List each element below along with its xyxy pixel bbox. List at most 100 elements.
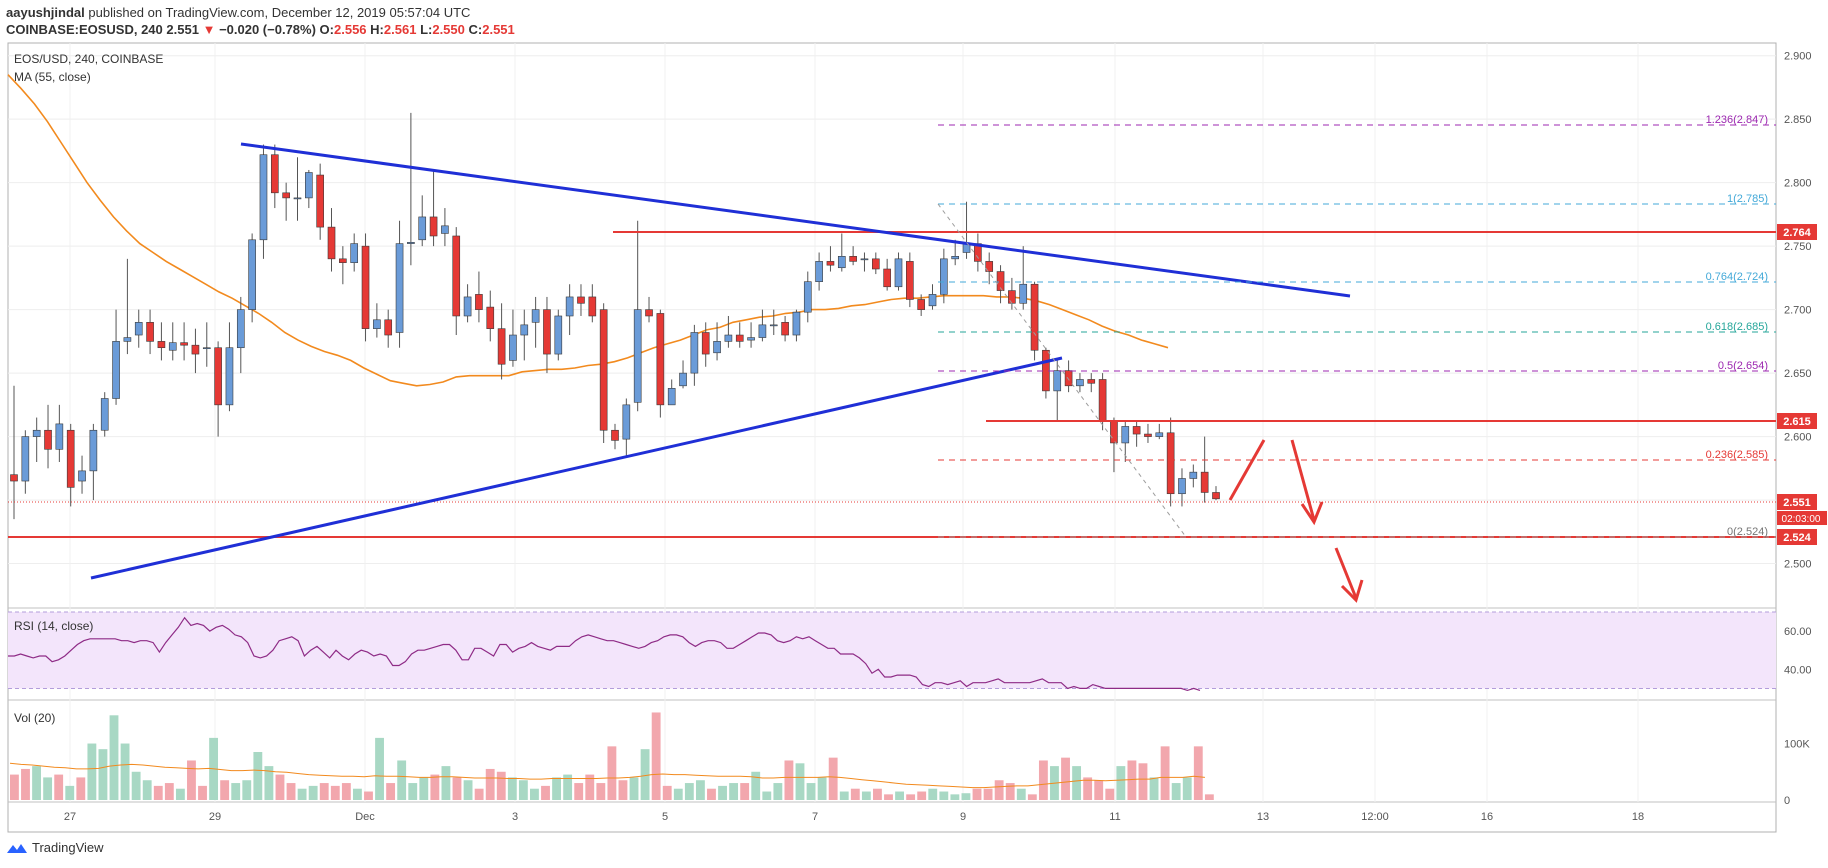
volume-bar-down (1061, 757, 1070, 800)
volume-bar-up (695, 780, 705, 800)
time-tick-label: 16 (1481, 811, 1493, 823)
candle-down (327, 226, 336, 260)
candle-up (134, 322, 143, 336)
candle-up (769, 324, 778, 327)
time-tick-label: Dec (355, 811, 375, 823)
open-value: 2.556 (334, 22, 367, 37)
bullish-trend-line[interactable] (90, 356, 1063, 580)
rsi-pane: 60.00 40.00 (8, 611, 1812, 692)
candle-up (622, 404, 631, 440)
volume-bar-down (1138, 763, 1148, 800)
brand-name[interactable]: TradingView (32, 840, 104, 855)
tag-2764-bg (1777, 224, 1817, 240)
candle-up (350, 243, 359, 263)
fib-label-1: 1(2.785) (1727, 193, 1768, 205)
volume-bar-down (330, 785, 340, 800)
volume-bar-up (1116, 766, 1126, 800)
volume-bar-down (220, 780, 230, 800)
volume-bar-down (153, 785, 163, 800)
fib-label-0764: 0.764(2.724) (1706, 271, 1768, 283)
candle-down (1132, 426, 1141, 435)
volume-bar-down (1105, 788, 1115, 800)
volume-bar-up (131, 771, 141, 800)
candle-up (293, 197, 302, 200)
candle-down (282, 192, 290, 199)
price-axis[interactable]: 2.9002.8502.8002.7502.7002.6502.6002.550… (1784, 51, 1812, 571)
rsi-path (8, 616, 1201, 692)
volume-bar-down (850, 788, 860, 800)
volume-bar-up (1149, 777, 1159, 800)
volume-bar-down (1094, 780, 1104, 800)
volume-bar-up (552, 777, 561, 800)
volume-bar-up (397, 760, 407, 800)
candle-up (100, 398, 109, 431)
volume-bar-up (463, 780, 473, 800)
candle-down (917, 299, 925, 310)
candle-down (191, 344, 200, 355)
candle-down (1087, 379, 1096, 384)
volume-bar-up (673, 788, 683, 800)
volume-bar-up (175, 788, 185, 800)
candle-up (259, 154, 268, 241)
candle-up (633, 309, 642, 403)
volume-bar-up (87, 743, 97, 800)
fib-label-05: 0.5(2.654) (1718, 360, 1768, 372)
volume-bar-down (275, 774, 285, 800)
candle-down (1212, 492, 1220, 500)
moving-average-line (7, 74, 1169, 387)
volume-bar-down (983, 788, 993, 800)
volume-bar-up (507, 777, 517, 800)
volume-bar-down (707, 788, 716, 800)
candle-down (1008, 290, 1016, 304)
candle-down (429, 216, 438, 237)
candle-down (611, 429, 619, 441)
time-tick-label: 18 (1632, 811, 1644, 823)
volume-bar-down (452, 777, 462, 800)
candle-up (1076, 379, 1084, 387)
candle-up (531, 309, 540, 323)
open-label: O: (319, 22, 334, 37)
candle-down (883, 268, 891, 288)
fibonacci-retracement[interactable]: 1.236(2.847) 1(2.785) 0.764(2.724) 0.618… (937, 114, 1776, 538)
volume-bar-down (76, 777, 86, 800)
bearish-trend-line[interactable] (240, 142, 1351, 298)
price-tick-label: 2.500 (1784, 559, 1812, 571)
volume-bar-up (839, 791, 849, 800)
candle-up (667, 388, 676, 406)
candle-down (577, 296, 585, 304)
candle-down (996, 271, 1005, 291)
tag-2615: 2.615 (1783, 416, 1811, 428)
fib-label-0618: 0.618(2.685) (1706, 321, 1768, 333)
volume-bar-down (607, 746, 617, 800)
candle-down (214, 347, 222, 406)
volume-bar-down (164, 783, 174, 800)
candle-up (1019, 283, 1028, 304)
volume-bar-up (939, 791, 949, 800)
candle-up (202, 347, 211, 350)
chart-header: aayushjindal published on TradingView.co… (6, 4, 515, 38)
volume-bar-up (120, 743, 130, 800)
price-tick-label: 2.900 (1784, 51, 1812, 63)
volume-bar-up (242, 780, 252, 800)
down-arrow-icon (1290, 439, 1316, 521)
candle-up (1155, 432, 1164, 437)
candle-up (940, 258, 948, 295)
candle-up (803, 281, 812, 313)
candle-up (860, 258, 869, 261)
candle-up (837, 256, 846, 269)
candle-up (168, 342, 177, 351)
volume-bar-down (341, 783, 351, 800)
candle-down (1030, 283, 1039, 351)
volume-bar-up (1072, 766, 1082, 800)
candle-down (781, 322, 789, 336)
volume-tick-label: 0 (1784, 795, 1790, 807)
time-axis[interactable]: 27 29 Dec 3 5 7 9 11 13 12:00 16 18 (64, 811, 1644, 823)
time-tick-label: 13 (1257, 811, 1269, 823)
publisher-name[interactable]: aayushjindal (6, 5, 85, 20)
last-price: 2.551 (166, 22, 199, 37)
projection-arrows[interactable] (1228, 439, 1364, 603)
candle-up (928, 294, 937, 307)
volume-bar-down (585, 774, 595, 800)
volume-bar-down (541, 785, 550, 800)
